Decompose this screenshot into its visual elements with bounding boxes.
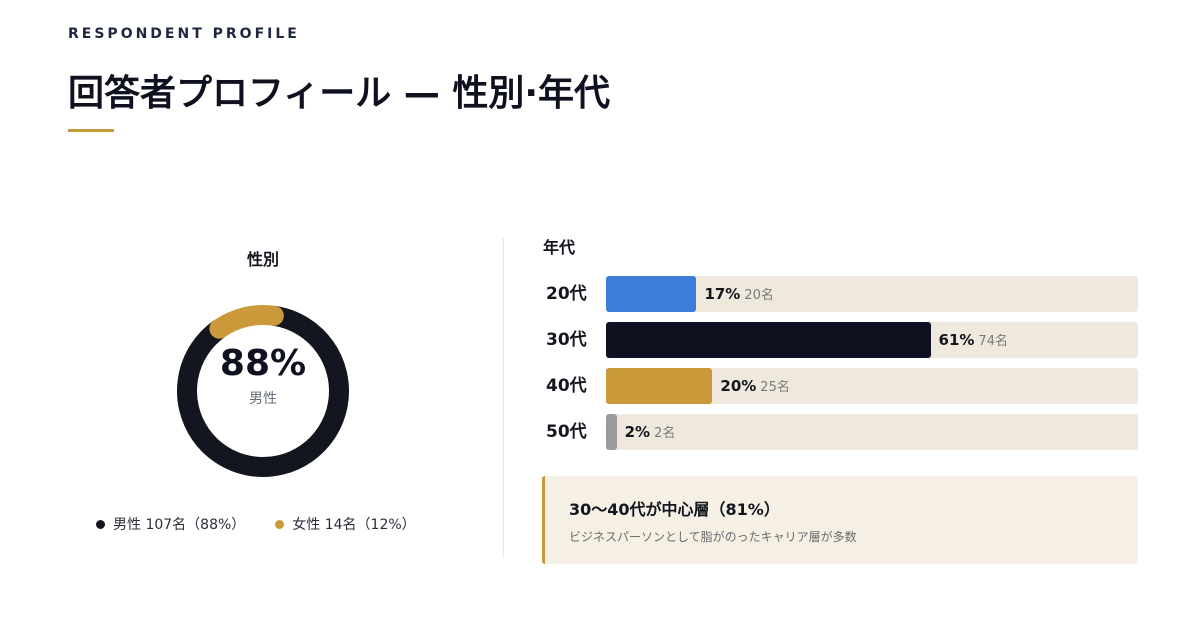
age-value-50s: 2% 2名 (625, 414, 676, 450)
age-row-20s: 20代 17% 20名 (546, 276, 1138, 312)
age-bar-30s (606, 322, 931, 358)
donut-center-percent: 88% (219, 343, 307, 384)
page-title: 回答者プロフィール — 性別·年代 (68, 73, 611, 114)
donut-center: 88% 男性 (176, 346, 350, 408)
age-bar-track-40s: 20% 25名 (606, 368, 1138, 404)
legend-dot-male (96, 519, 105, 529)
title-underline (68, 129, 114, 132)
age-bar-track-30s: 61% 74名 (606, 322, 1138, 358)
age-count-30s: 74名 (978, 334, 1008, 349)
age-bar-40s (606, 368, 713, 404)
gender-donut-chart (177, 305, 349, 477)
age-count-40s: 25名 (760, 380, 790, 395)
age-value-20s: 17% 20名 (704, 276, 773, 312)
age-row-40s: 40代 20% 25名 (546, 368, 1138, 404)
age-row-50s: 50代 2% 2名 (546, 414, 1138, 450)
callout-title: 30〜40代が中心層（81%） (569, 500, 780, 519)
donut-slice-female (177, 305, 349, 477)
age-bar-track-50s: 2% 2名 (606, 414, 1138, 450)
age-bar-20s (606, 276, 697, 312)
age-label-30s: 30代 (546, 330, 587, 350)
callout-subtitle: ビジネスパーソンとして脂がのったキャリア層が多数 (569, 530, 857, 544)
age-label-40s: 40代 (546, 376, 587, 396)
legend-label-male: 男性 107名（88%） (113, 517, 246, 533)
insight-callout: 30〜40代が中心層（81%） ビジネスパーソンとして脂がのったキャリア層が多数 (542, 476, 1138, 564)
donut-center-label: 男性 (249, 391, 277, 407)
age-value-30s: 61% 74名 (939, 322, 1008, 358)
age-bar-track-20s: 17% 20名 (606, 276, 1138, 312)
legend-dot-female (275, 519, 285, 529)
age-chart-heading: 年代 (543, 238, 576, 257)
age-bar-chart: 20代 17% 20名 30代 61% 74名 40代 20% 25名 50代 (546, 276, 1138, 460)
age-value-40s: 20% 25名 (720, 368, 789, 404)
gender-legend: 男性 107名（88%） 女性 14名（12%） (96, 514, 416, 534)
panel-divider (503, 238, 504, 558)
age-count-20s: 20名 (744, 288, 774, 303)
age-label-50s: 50代 (546, 422, 587, 442)
age-pct-30s: 61% (938, 331, 975, 349)
legend-label-female: 女性 14名（12%） (292, 517, 416, 533)
age-count-50s: 2名 (654, 426, 676, 441)
legend-item-female: 女性 14名（12%） (275, 514, 416, 534)
age-label-20s: 20代 (546, 284, 587, 304)
section-eyebrow: RESPONDENT PROFILE (68, 26, 300, 42)
gender-chart-heading: 性別 (246, 250, 279, 269)
age-bar-50s (606, 414, 617, 450)
age-pct-50s: 2% (624, 423, 651, 441)
age-pct-20s: 17% (704, 285, 741, 303)
age-pct-40s: 20% (720, 377, 757, 395)
age-row-30s: 30代 61% 74名 (546, 322, 1138, 358)
legend-item-male: 男性 107名（88%） (96, 514, 245, 534)
